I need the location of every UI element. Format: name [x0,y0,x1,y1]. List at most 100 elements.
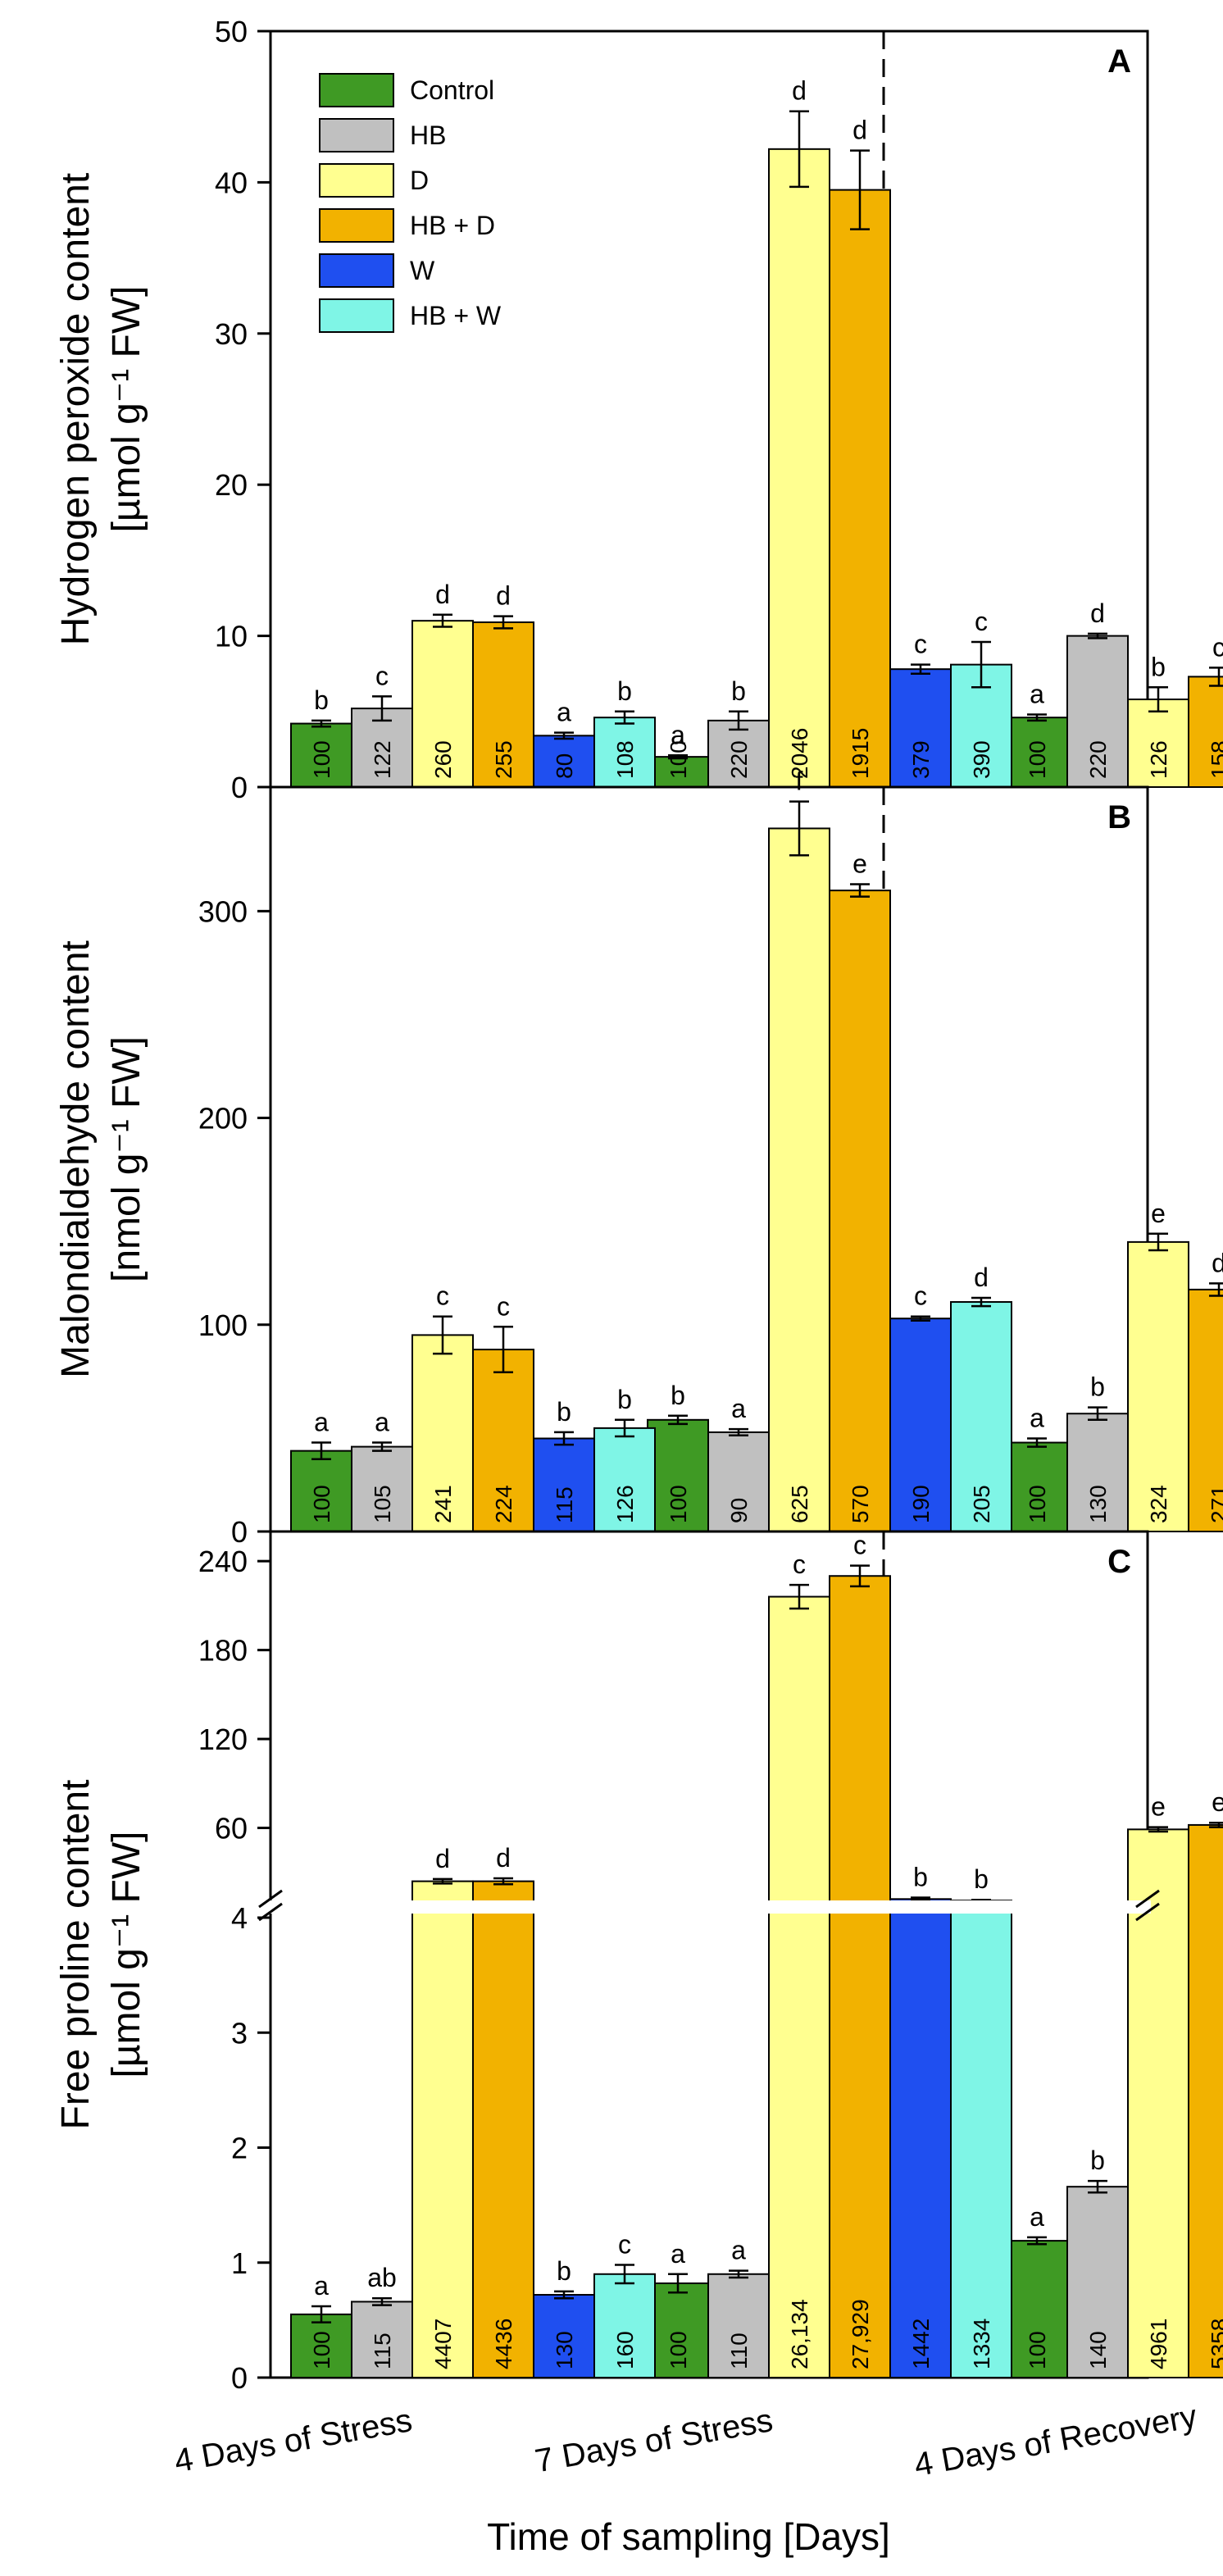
axis-break-mark [1135,1889,1160,1909]
legend-swatch-hb [319,118,394,152]
percent-label: 1334 [969,2319,994,2369]
y-axis-title: Malondialdehyde content [nmol g⁻¹ FW] [54,940,148,1378]
legend-swatch-hb-d [319,208,394,243]
significance-label: d [1212,1248,1223,1277]
percent-label: 140 [1085,2331,1111,2369]
significance-label: b [1151,652,1166,681]
bar-hb-d-2 [829,189,891,788]
bar-hb-1 [351,2301,413,2379]
significance-label: a [1030,679,1044,708]
bar-hb-d-1 [472,1880,534,2379]
bar-d-1 [411,1880,474,2379]
y-tick-label: 4 [231,1901,248,1935]
panel-letter: C [1107,1544,1131,1580]
y-tick-label: 1 [231,2246,248,2280]
bar-control-2 [647,2282,709,2379]
y-tick-label: 0 [231,2361,248,2395]
percent-label: 108 [612,740,638,779]
bar-d-2 [768,1595,830,2378]
percent-label: 190 [908,1485,934,1523]
y-axis-title: Hydrogen peroxide content [µmol g⁻¹ FW] [54,173,148,645]
percent-label: 220 [1085,740,1111,779]
percent-label: 4436 [491,2319,516,2369]
y-axis-title: Free proline content [µmol g⁻¹ FW] [54,1780,148,2130]
percent-label: 1442 [908,2319,934,2369]
significance-label: c [853,1531,866,1560]
y-tick-label: 50 [215,15,248,48]
significance-label: c [375,661,389,690]
y-tick-label: 40 [215,166,248,199]
axis-break-mark [258,1902,283,1922]
percent-label: 570 [848,1485,873,1523]
percent-label: 105 [370,1485,395,1523]
bar-hb-d-3 [1188,1288,1223,1533]
significance-label: b [974,1864,989,1894]
significance-label: b [1090,1372,1105,1402]
percent-label: 122 [370,740,395,779]
bar-hb-w-1 [593,1427,656,1533]
significance-label: a [314,2271,329,2301]
bar-d-1 [411,1334,474,1533]
bar-control-3 [1006,2240,1068,2379]
panel-a: 0 10 20 30 40 50 Hydrogen peroxide content [µmo… [54,15,1223,804]
bar-hb-w-1 [593,2273,656,2378]
significance-label: c [497,1291,510,1321]
x-axis-title: Time of sampling [Days] [487,2515,890,2558]
significance-label: a [671,720,685,749]
percent-label: 1915 [848,728,873,779]
percent-label: 390 [969,740,994,779]
percent-label: 100 [666,1485,691,1523]
panel-c: 0 1 2 3 4 60 120 180 240 Free proline content [µmo… [54,1530,1223,2395]
percent-label: 26,134 [787,2299,812,2369]
percent-label: 90 [726,1498,752,1523]
significance-label: c [914,1281,927,1311]
significance-label: c [793,1550,806,1579]
significance-label: a [557,698,571,727]
category-label-4-days-of-stress: 4 Days of Stress [171,2402,415,2479]
percent-label: 27,929 [848,2299,873,2369]
y-tick-label: 180 [198,1634,248,1668]
bar-hb-d-3 [1188,676,1223,788]
bar-w-1 [533,1437,595,1532]
significance-label: e [1151,1792,1166,1822]
significance-label: c [436,1281,449,1311]
percent-label: 126 [612,1485,638,1523]
bar-hb-2 [707,719,770,789]
y-tick-label: 30 [215,317,248,351]
panel-letter: A [1107,43,1131,80]
y-tick-label: 20 [215,468,248,502]
percent-label: 260 [430,740,456,779]
percent-label: 4961 [1146,2319,1171,2369]
percent-label: 115 [552,1486,577,1523]
legend-swatch-d [319,163,394,198]
legend-label-d: D [410,166,429,195]
significance-label: e [1212,1787,1223,1817]
significance-label: d [435,580,450,609]
y-tick-label: 300 [198,894,248,928]
significance-label: c [1212,632,1223,662]
bar-d-3 [1127,699,1189,788]
percent-label: 100 [666,740,691,779]
category-label-7-days-of-stress: 7 Days of Stress [532,2402,775,2479]
percent-label: 205 [969,1485,994,1523]
legend-swatch-control [319,73,394,107]
legend-label-hb-d: HB + D [410,211,495,240]
significance-label: d [496,1843,511,1873]
significance-label: b [913,1863,928,1892]
bar-hb-d-2 [829,1575,891,2378]
significance-label: d [792,76,807,106]
bar-hb-1 [351,1445,413,1532]
category-label-4-days-of-recovery: 4 Days of Recovery [912,2398,1199,2483]
y-tick-label: 60 [215,1812,248,1846]
bar-hb-3 [1066,2186,1129,2379]
percent-label: 80 [552,753,577,779]
percent-label: 130 [1085,1485,1111,1523]
bar-hb-d-1 [472,621,534,789]
percent-label: 115 [370,2333,395,2369]
y-tick-label: 120 [198,1723,248,1756]
bar-d-2 [768,148,830,789]
percent-label: 271 [1207,1485,1223,1523]
significance-label: b [731,676,746,706]
significance-label: b [617,1385,632,1414]
